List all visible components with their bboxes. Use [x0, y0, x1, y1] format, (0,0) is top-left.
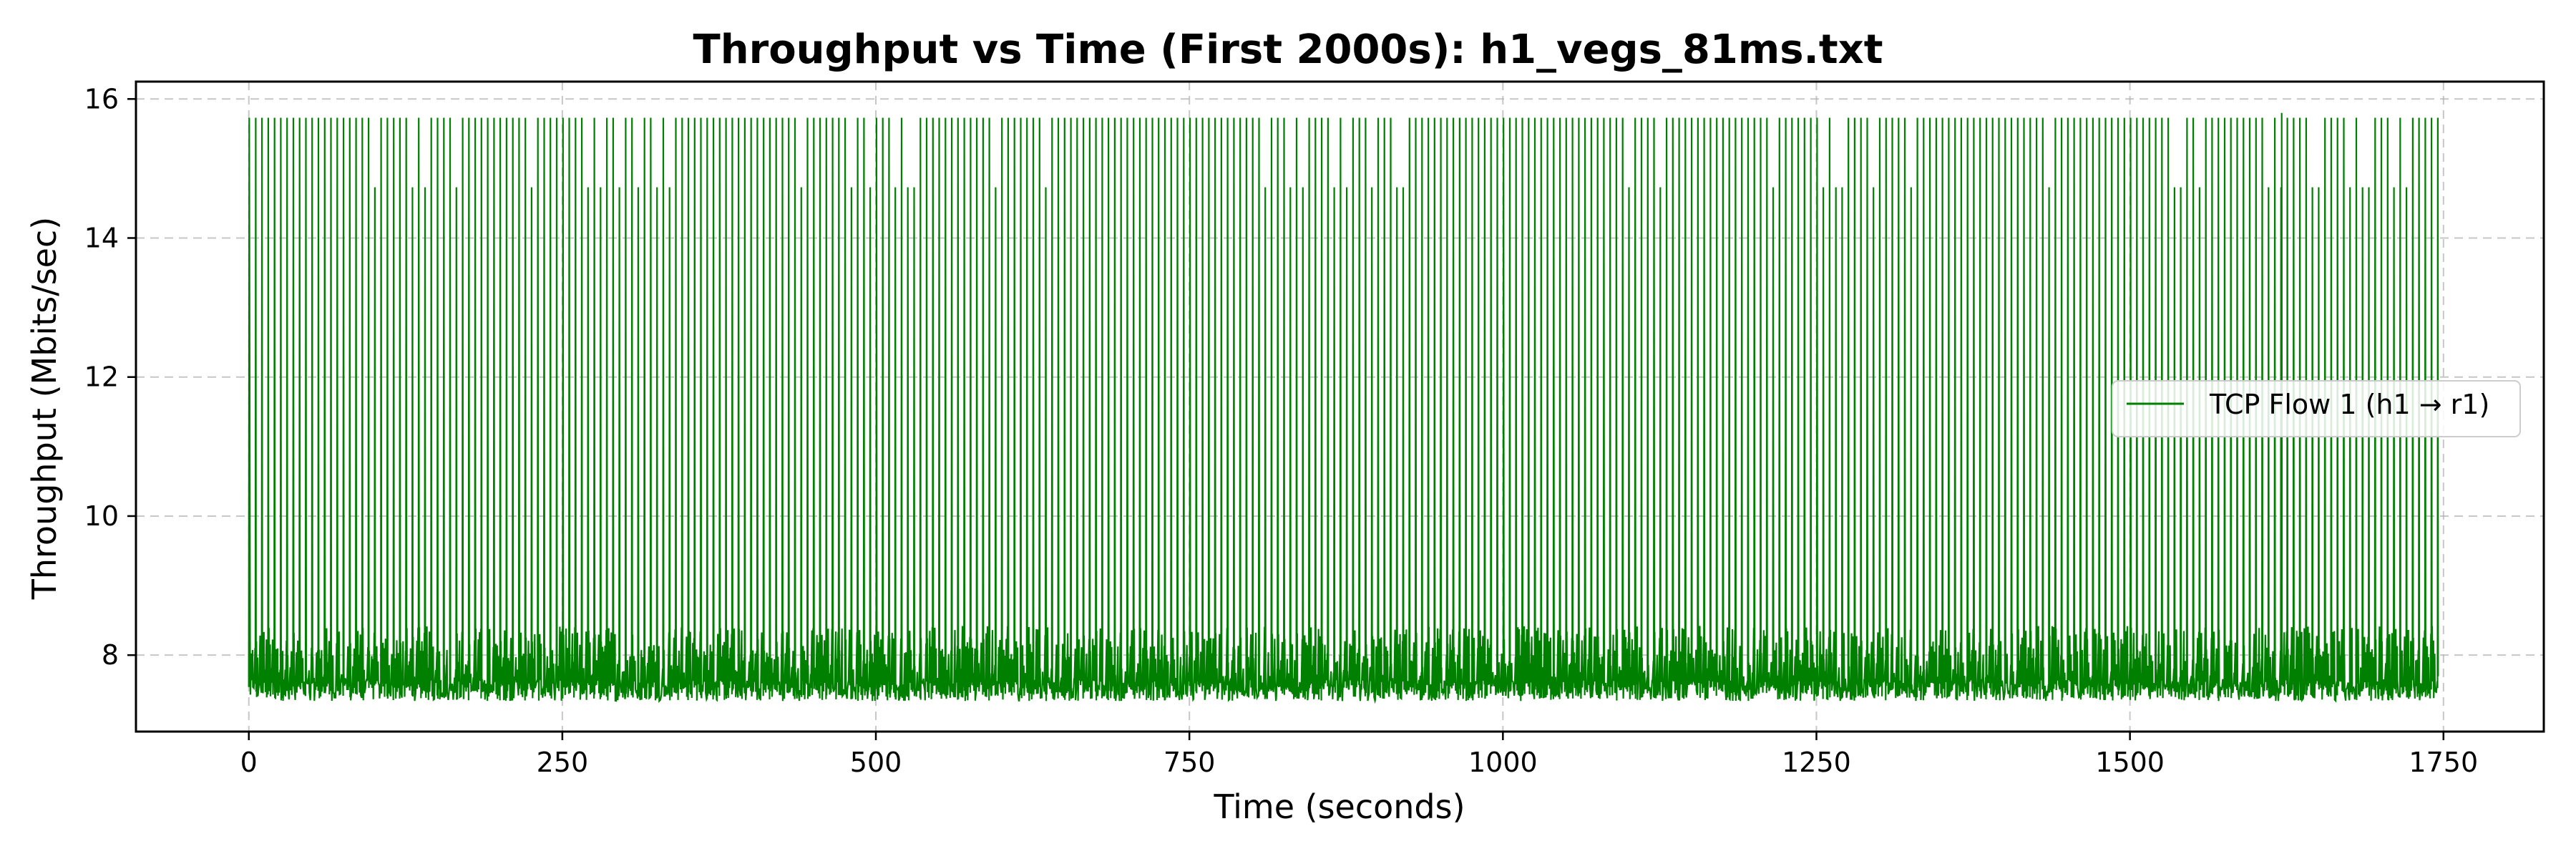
legend-entry-flow-1: TCP Flow 1 (h1 → r1): [2209, 389, 2489, 420]
legend-box: [2112, 380, 2521, 437]
y-tick-label: 16: [84, 83, 119, 115]
y-tick-label: 10: [84, 500, 119, 532]
y-tick-label: 8: [102, 639, 119, 671]
y-tick-label: 12: [84, 361, 119, 393]
tick-layer: 0 250 500 750 1000 1250 1500 1750 8 10 12 14 16: [84, 83, 2479, 778]
x-tick-label: 0: [240, 747, 258, 778]
y-tick-label: 14: [84, 223, 119, 254]
series-line-flow-1: [248, 112, 2439, 704]
x-tick-label: 1500: [2095, 747, 2165, 778]
x-tick-label: 250: [537, 747, 589, 778]
y-axis-label: Throughput (Mbits/sec): [25, 217, 64, 600]
x-tick-label: 500: [850, 747, 902, 778]
x-tick-label: 1250: [1782, 747, 1851, 778]
legend: TCP Flow 1 (h1 → r1): [2112, 380, 2521, 437]
x-axis-label: Time (seconds): [1213, 787, 1465, 826]
chart-title: Throughput vs Time (First 2000s): h1_veg…: [693, 26, 1883, 73]
x-tick-label: 750: [1163, 747, 1216, 778]
plot-frame: [135, 80, 2545, 733]
x-tick-label: 1750: [2409, 747, 2478, 778]
x-tick-label: 1000: [1468, 747, 1538, 778]
series-layer: [248, 112, 2439, 704]
